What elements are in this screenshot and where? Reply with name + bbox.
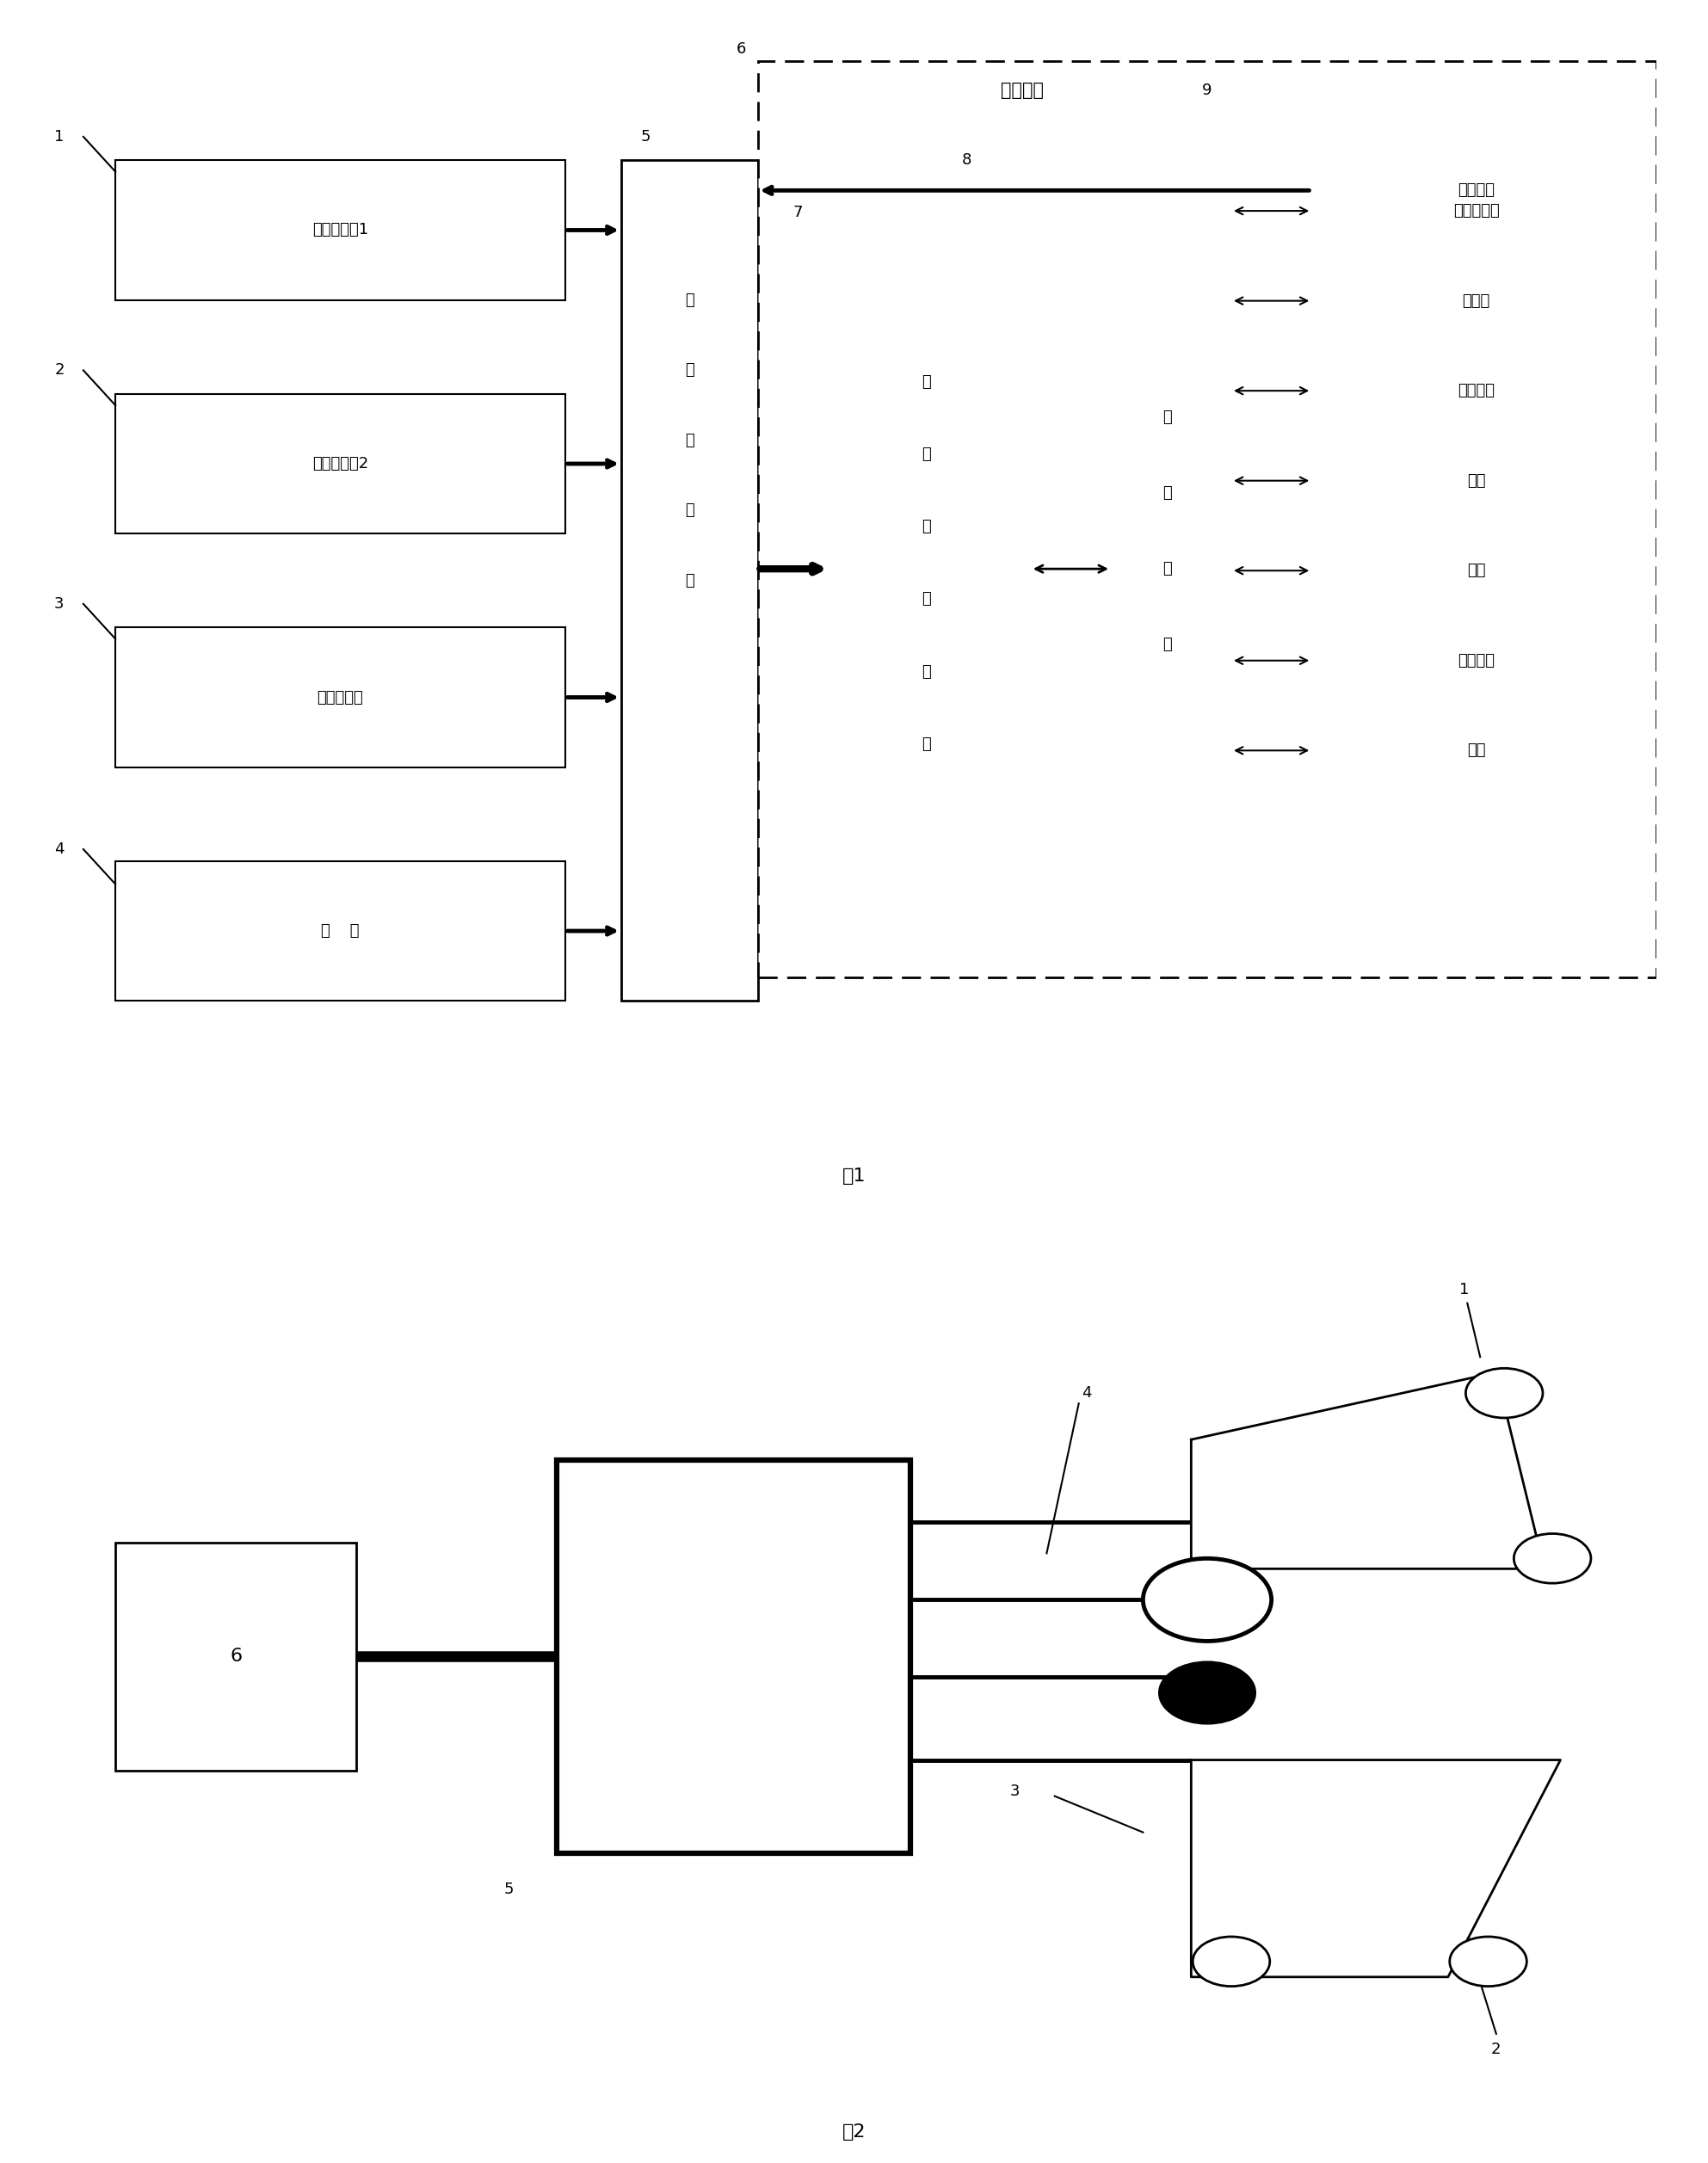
Text: 网络接口: 网络接口 — [1457, 653, 1494, 668]
Text: 线: 线 — [1163, 638, 1172, 653]
Text: 信: 信 — [685, 292, 693, 307]
Polygon shape — [1190, 1374, 1544, 1568]
Bar — [1312, 145, 1641, 236]
Text: 显示: 显示 — [1467, 562, 1486, 578]
Text: 理: 理 — [685, 573, 693, 588]
Bar — [116, 627, 565, 768]
Bar — [1312, 439, 1641, 523]
Circle shape — [1160, 1661, 1255, 1724]
Bar — [1312, 348, 1641, 433]
Text: 模: 模 — [922, 664, 931, 679]
Text: 预: 预 — [685, 433, 693, 448]
Text: 5: 5 — [640, 130, 651, 145]
Bar — [1312, 257, 1641, 344]
Text: 号: 号 — [685, 363, 693, 379]
Bar — [830, 253, 1023, 885]
Text: 2: 2 — [1491, 2042, 1501, 2057]
Bar — [116, 861, 565, 1001]
Text: 5: 5 — [504, 1882, 514, 1897]
Circle shape — [1192, 1936, 1269, 1986]
Text: 2: 2 — [55, 363, 65, 379]
Text: 地震传感器: 地震传感器 — [318, 690, 364, 705]
Text: 处: 处 — [685, 502, 693, 519]
Text: 6: 6 — [736, 41, 746, 56]
Text: 3: 3 — [1009, 1782, 1020, 1800]
Bar — [1110, 253, 1223, 885]
Text: 4: 4 — [1081, 1384, 1091, 1402]
Text: 中央处理器: 中央处理器 — [1454, 203, 1500, 218]
Text: 键盘鼠标: 键盘鼠标 — [1457, 383, 1494, 398]
Bar — [116, 1542, 357, 1769]
Text: 8: 8 — [962, 151, 972, 169]
Text: 总: 总 — [1163, 560, 1172, 578]
Bar — [758, 61, 1657, 978]
Bar — [557, 1460, 910, 1854]
Circle shape — [1143, 1557, 1271, 1642]
Bar — [622, 160, 758, 1001]
Text: 线    圈: 线 圈 — [321, 924, 359, 939]
Text: 4: 4 — [55, 841, 65, 857]
Text: 不极化电极1: 不极化电极1 — [313, 223, 369, 238]
Text: 7: 7 — [793, 205, 803, 221]
Text: 6: 6 — [231, 1648, 243, 1666]
Text: 统: 统 — [1163, 485, 1172, 500]
Bar — [1312, 619, 1641, 703]
Text: 报警: 报警 — [1467, 742, 1486, 759]
Text: 块: 块 — [922, 735, 931, 753]
Bar — [1312, 169, 1641, 253]
Polygon shape — [1190, 1761, 1561, 1977]
Text: 采: 采 — [922, 519, 931, 534]
Text: 集: 集 — [922, 590, 931, 608]
Bar — [1312, 707, 1641, 794]
Bar — [1071, 167, 1648, 908]
Text: 据: 据 — [922, 448, 931, 463]
Text: 存储器: 存储器 — [1462, 292, 1489, 309]
Circle shape — [1465, 1369, 1542, 1419]
Circle shape — [1450, 1936, 1527, 1986]
Text: 电源模块: 电源模块 — [1457, 182, 1494, 199]
Text: 不极化电极2: 不极化电极2 — [313, 456, 369, 472]
Text: 数: 数 — [922, 374, 931, 389]
Text: 打印: 打印 — [1467, 474, 1486, 489]
Bar — [116, 394, 565, 534]
Text: 图2: 图2 — [842, 2124, 866, 2141]
Circle shape — [1513, 1534, 1590, 1583]
Text: 1: 1 — [1459, 1283, 1469, 1298]
Text: 1: 1 — [55, 130, 65, 145]
Text: 9: 9 — [1202, 82, 1213, 97]
Text: 3: 3 — [55, 597, 65, 612]
Text: 现场主机: 现场主机 — [1001, 82, 1044, 99]
Text: 系: 系 — [1163, 409, 1172, 424]
Text: 图1: 图1 — [842, 1168, 866, 1185]
Bar — [116, 160, 565, 301]
Bar — [1312, 528, 1641, 614]
